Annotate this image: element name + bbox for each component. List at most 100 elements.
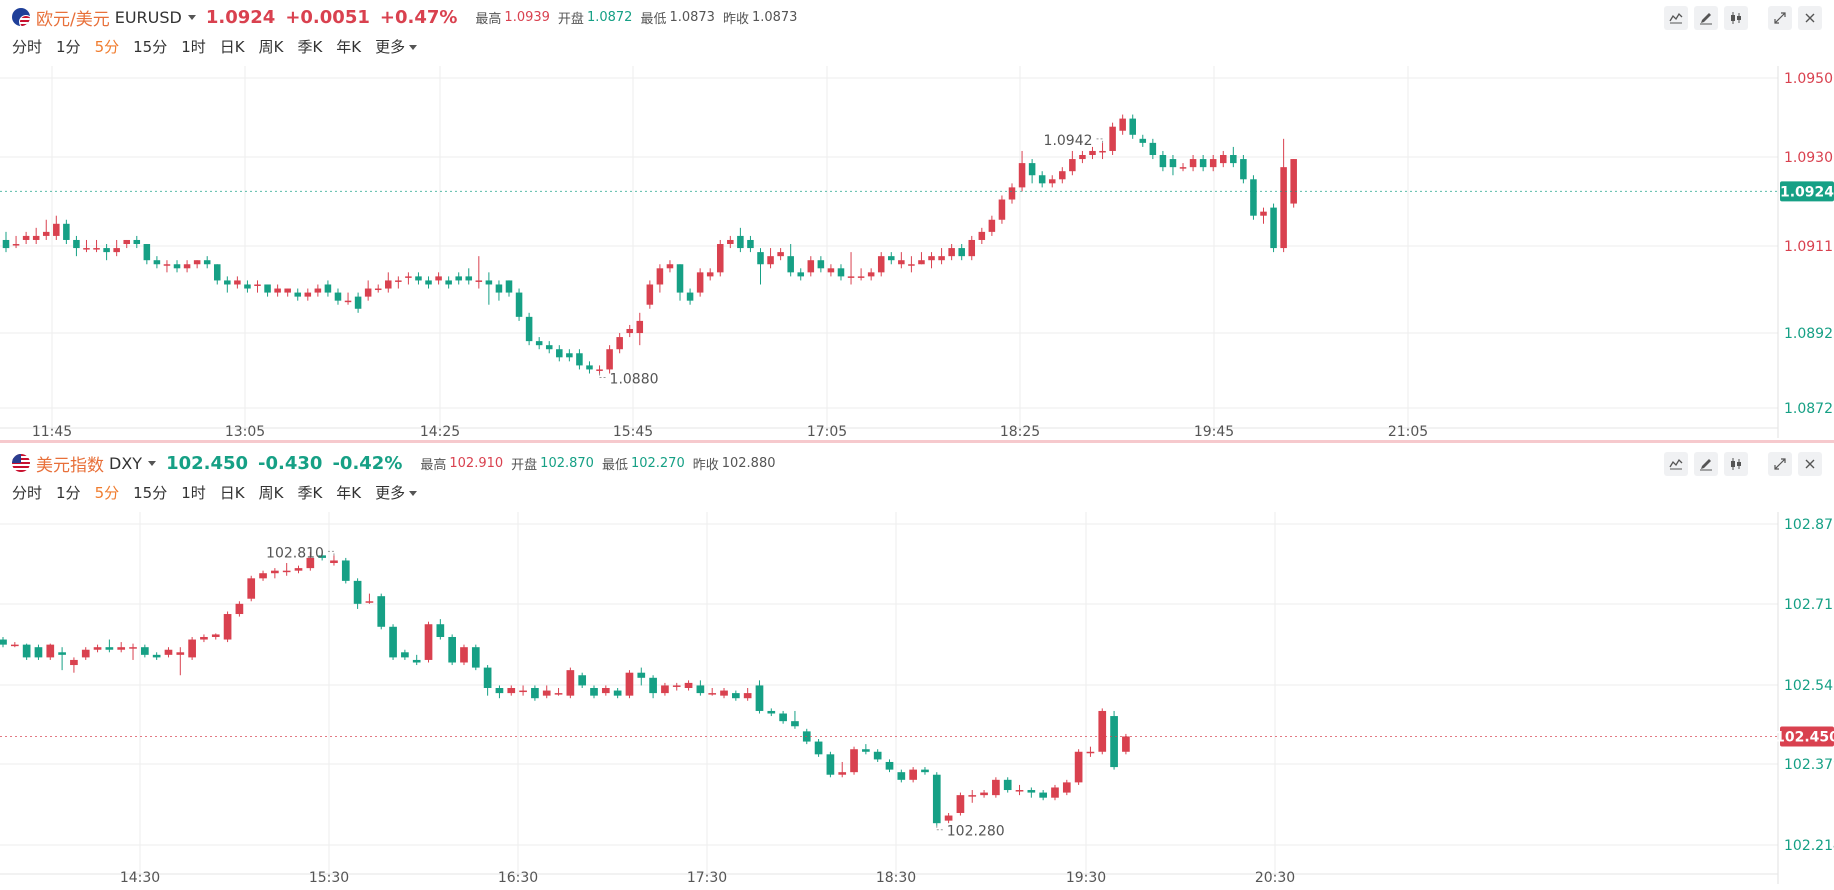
candle-body (898, 260, 905, 265)
panel-divider[interactable] (0, 440, 1834, 443)
tab-timeframe[interactable]: 1分 (56, 484, 81, 502)
candle-body (696, 685, 705, 694)
tab-timeframe[interactable]: 季K (297, 484, 323, 502)
tab-timeframe[interactable]: 周K (258, 38, 284, 56)
candle-body (152, 654, 161, 658)
low-label: 最低 (601, 457, 628, 473)
extreme-annotation: 1.0880 (599, 371, 659, 387)
candle-body (1230, 155, 1237, 164)
dxy-header: 美元指数 DXY 102.450 -0.430 -0.42% 最高 102.91… (12, 452, 776, 476)
candle-body (304, 292, 312, 297)
tab-timeframe[interactable]: 15分 (133, 38, 168, 56)
open-label: 开盘 (557, 11, 584, 27)
chart-toolbar (1658, 6, 1822, 30)
tab-timeframe[interactable]: 5分 (94, 484, 120, 502)
x-tick-label: 20:30 (1255, 870, 1295, 886)
candle-body (666, 264, 674, 269)
tab-timeframe[interactable]: 分时 (12, 484, 43, 502)
candle-body (637, 672, 646, 678)
x-tick-label: 14:25 (420, 424, 460, 440)
tab-timeframe[interactable]: 年K (336, 484, 362, 502)
candle-body (684, 682, 693, 688)
tab-timeframe[interactable]: 年K (336, 38, 362, 56)
candle-body (1039, 792, 1048, 798)
tab-timeframe[interactable]: 15分 (133, 484, 168, 502)
candle-body (807, 260, 815, 273)
candle-body (46, 644, 55, 658)
indicator-icon[interactable] (1664, 452, 1688, 476)
candle-body (1110, 716, 1118, 768)
candle-body (998, 199, 1006, 220)
candle-body (140, 647, 149, 655)
tab-timeframe[interactable]: 1时 (181, 38, 206, 56)
candle-body (625, 672, 634, 696)
candle-body (436, 624, 445, 637)
symbol-name[interactable]: 美元指数 (36, 455, 104, 476)
x-tick-label: 19:30 (1066, 870, 1106, 886)
candle-body (1270, 207, 1277, 249)
candle-body (264, 284, 271, 293)
candle-type-icon[interactable] (1724, 6, 1748, 30)
candle-body (958, 248, 965, 257)
candle-body (727, 239, 734, 245)
dxy-chart[interactable]: 102.876 102.711 102.545 102.379 102.214 14:30… (0, 446, 1834, 890)
symbol-name[interactable]: 欧元/美元 (36, 9, 110, 30)
annotation-label: 1.0942 (1044, 133, 1093, 149)
extreme-annotation: 102.280 (936, 824, 1005, 840)
tab-more[interactable]: 更多 (375, 482, 417, 503)
tab-more[interactable]: 更多 (375, 36, 417, 57)
price-change-pct: -0.42% (332, 452, 403, 474)
candle-type-icon[interactable] (1724, 452, 1748, 476)
candle-body (988, 219, 996, 232)
annotation-leader (936, 825, 945, 831)
candle-body (58, 652, 66, 655)
tab-timeframe[interactable]: 季K (297, 38, 323, 56)
candle-body (1051, 787, 1059, 798)
us-flag-icon (12, 454, 30, 472)
eurusd-panel: 1.0950 1.0930 1.0911 1.0892 1.0872 11:45 13:05… (0, 0, 1834, 442)
candle-body (1079, 155, 1086, 160)
x-tick-label: 15:30 (309, 870, 349, 886)
draw-pen-icon[interactable] (1694, 452, 1718, 476)
candle-body (837, 268, 845, 277)
candle-body (53, 223, 60, 236)
symbol-code[interactable]: EURUSD (114, 7, 182, 27)
eurusd-chart[interactable]: 1.0950 1.0930 1.0911 1.0892 1.0872 11:45 13:05… (0, 0, 1834, 442)
candle-body (956, 795, 965, 813)
candle-body (314, 288, 322, 293)
close-icon[interactable] (1798, 6, 1822, 30)
draw-pen-icon[interactable] (1694, 6, 1718, 30)
symbol-code[interactable]: DXY (109, 453, 143, 473)
candle-body (787, 256, 794, 273)
tab-timeframe[interactable]: 5分 (94, 38, 120, 56)
x-tick-label: 15:45 (613, 424, 653, 440)
close-icon[interactable] (1798, 452, 1822, 476)
candle-body (164, 649, 173, 655)
indicator-icon[interactable] (1664, 6, 1688, 30)
tab-timeframe[interactable]: 周K (258, 484, 284, 502)
candle-body (676, 264, 684, 293)
y-tick-label: 102.214 (1784, 838, 1834, 854)
chevron-down-icon[interactable] (148, 460, 157, 466)
tab-timeframe[interactable]: 1分 (56, 38, 81, 56)
expand-icon[interactable] (1768, 6, 1792, 30)
annotation-leader (599, 373, 608, 378)
candle-body (234, 280, 241, 285)
candle-body (938, 256, 945, 261)
tab-timeframe[interactable]: 日K (219, 484, 245, 502)
tab-timeframe[interactable]: 日K (219, 38, 245, 56)
tab-timeframe[interactable]: 分时 (12, 38, 43, 56)
tab-timeframe[interactable]: 1时 (181, 484, 206, 502)
candle-body (63, 223, 70, 240)
candle-body (425, 280, 432, 285)
candle-body (1059, 171, 1066, 180)
candle-body (271, 570, 279, 574)
candle-body (306, 557, 315, 569)
candle-body (475, 280, 483, 282)
candle-body (590, 688, 598, 696)
chevron-down-icon[interactable] (187, 14, 196, 20)
candle-body (176, 652, 185, 655)
candle-body (123, 239, 130, 245)
expand-icon[interactable] (1768, 452, 1792, 476)
candle-body (105, 647, 114, 650)
